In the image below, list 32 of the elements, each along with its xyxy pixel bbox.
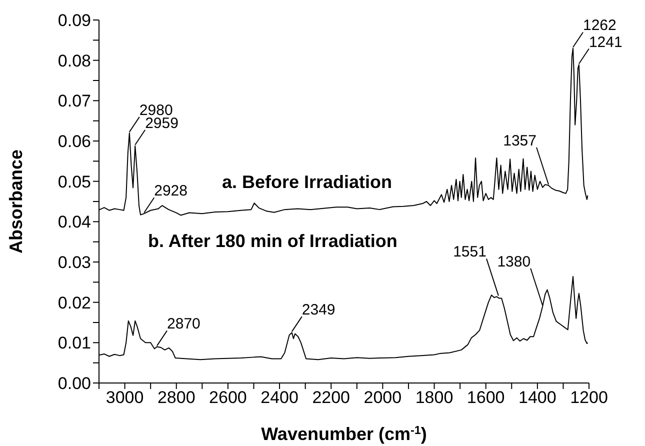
x-tick-label: 2800 xyxy=(157,388,196,408)
annotation: 1380 xyxy=(497,253,531,270)
annotation: 2349 xyxy=(302,302,336,319)
x-tick-label: 1600 xyxy=(466,388,505,408)
y-tick-label: 0.06 xyxy=(58,132,91,152)
x-tick-label: 1200 xyxy=(570,388,608,408)
y-tick-label: 0.09 xyxy=(58,11,91,30)
y-tick-label: 0.08 xyxy=(58,51,91,70)
y-tick-label: 0.02 xyxy=(58,293,91,312)
series-label: a. Before Irradiation xyxy=(222,172,392,192)
annotation: 1357 xyxy=(503,132,537,150)
x-tick-label: 1800 xyxy=(415,388,454,408)
x-axis-title: Wavenumber (cm$^{-1}$) xyxy=(261,424,427,444)
x-tick-label: 3000 xyxy=(106,388,144,408)
legend-label: b. After 180 min of Irradiation xyxy=(148,231,398,251)
y-tick-label: 0.03 xyxy=(58,253,91,272)
y-tick-label: 0.04 xyxy=(58,212,91,232)
annotation: 2928 xyxy=(154,182,188,200)
y-tick-label: 0.00 xyxy=(58,374,91,394)
y-tick-label: 0.01 xyxy=(58,334,91,353)
x-tick-label: 2200 xyxy=(312,388,350,408)
annotation: 2870 xyxy=(167,316,200,333)
y-axis-title: Absorbance xyxy=(6,149,26,254)
annotation: 1551 xyxy=(453,244,486,261)
x-tick-label: 2400 xyxy=(260,388,298,408)
y-tick-label: 0.07 xyxy=(58,92,91,111)
annotation: 1262 xyxy=(583,17,616,34)
x-tick-label: 2000 xyxy=(364,388,402,408)
annotation: 1241 xyxy=(588,34,622,51)
x-tick-label: 1400 xyxy=(518,388,556,408)
y-tick-label: 0.05 xyxy=(58,172,91,192)
x-tick-label: 2600 xyxy=(209,388,247,408)
